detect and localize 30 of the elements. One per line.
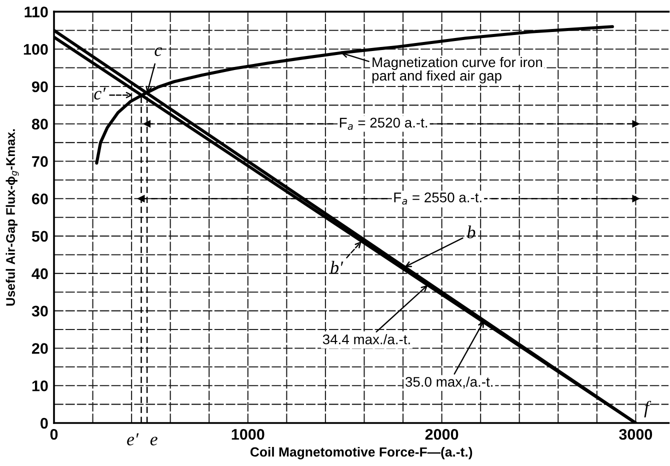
y-tick-label: 10 [32,380,48,392]
annotation: b [467,226,476,238]
y-tick-label: 70 [32,156,48,167]
annotation: e′ [127,433,139,446]
x-tick-label: 1000 [232,428,264,440]
annotation: e [150,436,158,446]
x-tick-label: 2000 [425,428,458,440]
annotation: F$_{a}$ = 2520 a.-t. [340,118,428,130]
annotation: c [154,47,162,56]
x-tick-label: 3000 [619,428,652,440]
y-tick-label: 100 [24,44,48,55]
y-tick-label: 80 [32,118,48,130]
x-axis-title: Coil Magnetomotive Force-F—(a.-t.) [250,446,472,460]
y-tick-label: 20 [32,343,48,354]
y-tick-label: 50 [32,230,48,242]
annotation: b′ [330,260,344,274]
y-tick-label: 90 [32,81,48,92]
y-axis-title: Useful Air-Gap Flux-ϕ$_{g}$-Kmax. [6,129,19,306]
annotation: c′ [94,88,106,100]
y-tick-label: 40 [32,268,48,280]
y-tick-label: 0 [40,418,48,429]
y-tick-label: 30 [32,306,48,317]
y-tick-label: 110 [24,6,48,18]
y-tick-label: 60 [32,194,48,204]
x-tick-label: 0 [50,428,58,440]
annotation: 35.0 max,/a.-t. [405,376,492,388]
annotation: Magnetization curve for iron part and fixed air gap [372,56,542,84]
annotation: 34.4 max./a.-t. [322,334,410,344]
annotation: F$_{a}$ = 2550 a.-t. [394,192,482,205]
annotation: f [644,400,652,418]
